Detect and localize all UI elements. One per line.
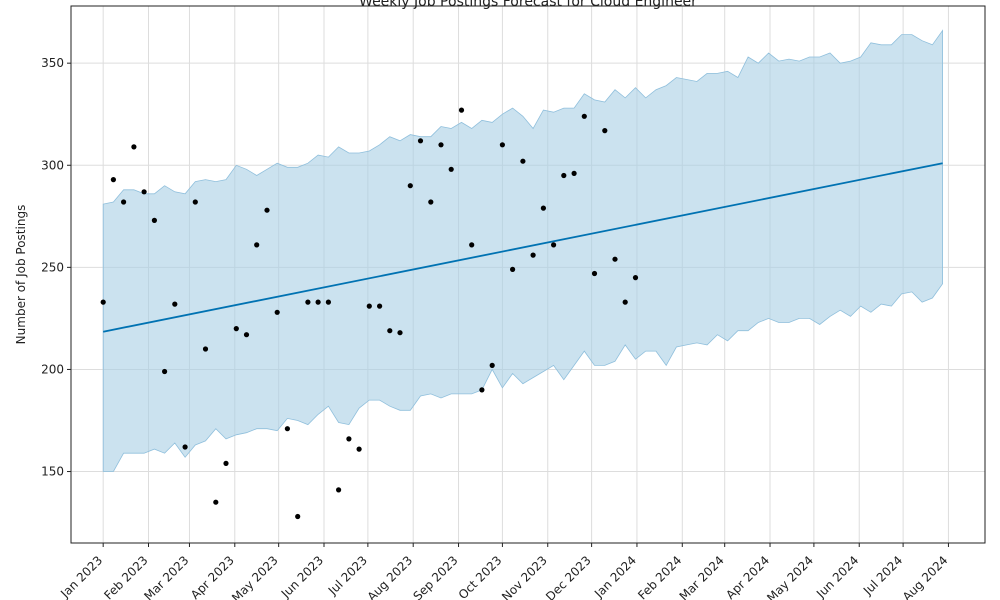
observed-point (295, 513, 301, 520)
observed-point (336, 487, 342, 493)
x-tick-label: May 2023 (229, 553, 281, 600)
observed-point (243, 332, 250, 338)
observed-point (397, 330, 403, 336)
x-tick-label: Jan 2024 (591, 553, 639, 600)
observed-point (172, 301, 178, 307)
x-tick-label: Aug 2023 (365, 553, 416, 600)
observed-point (551, 242, 557, 248)
observed-point (581, 113, 587, 119)
x-tick-label: Apr 2023 (188, 553, 237, 600)
observed-point (530, 252, 536, 258)
observed-point (233, 326, 239, 332)
observed-point (602, 128, 608, 134)
y-tick-label: 200 (41, 362, 64, 376)
observed-point (499, 142, 505, 148)
x-tick-label: Jun 2024 (813, 553, 861, 600)
y-tick-label: 250 (41, 260, 64, 274)
x-tick-label: Oct 2023 (456, 553, 505, 600)
x-tick-label: Nov 2023 (499, 553, 550, 600)
chart-title: Weekly Job Postings Forecast for Cloud E… (359, 0, 697, 10)
observed-point (254, 242, 260, 248)
observed-point (274, 309, 280, 315)
observed-point (264, 207, 270, 213)
observed-point (571, 170, 577, 176)
observed-point (141, 189, 147, 195)
observed-point (591, 270, 598, 277)
observed-point (458, 107, 465, 113)
observed-point (325, 299, 331, 305)
observed-point (151, 217, 157, 223)
observed-point (387, 328, 393, 334)
observed-point (417, 138, 424, 144)
observed-points-layer (100, 107, 639, 520)
observed-point (520, 158, 526, 164)
x-tick-label: May 2024 (764, 553, 816, 600)
observed-point (223, 460, 229, 466)
observed-point (356, 446, 362, 452)
observed-point (479, 387, 485, 393)
observed-point (100, 299, 106, 305)
observed-point (469, 242, 475, 248)
observed-point (407, 183, 413, 189)
observed-point (305, 299, 311, 305)
observed-point (561, 172, 567, 179)
forecast-line (103, 162, 943, 333)
x-tick-label: Mar 2024 (677, 553, 727, 600)
x-tick-label: Dec 2023 (543, 553, 594, 600)
observed-point (182, 444, 188, 450)
observed-point (540, 205, 547, 211)
x-tick-label: Jan 2023 (57, 553, 105, 600)
x-tick-label: Mar 2023 (141, 553, 191, 600)
confidence-band-layer (102, 29, 943, 472)
observed-point (284, 426, 290, 432)
y-axis: 150 200 250 300 350 (41, 56, 71, 479)
observed-point (213, 499, 219, 505)
observed-point (366, 303, 372, 309)
x-tick-label: Aug 2024 (900, 553, 951, 600)
observed-point (622, 299, 628, 305)
x-tick-label: Sep 2023 (410, 553, 460, 600)
y-tick-label: 150 (41, 465, 64, 479)
observed-point (428, 199, 434, 205)
observed-point (612, 256, 618, 262)
observed-point (121, 199, 127, 205)
observed-point (110, 177, 116, 183)
y-tick-label: 350 (41, 56, 64, 70)
x-tick-label: Jun 2023 (278, 553, 326, 600)
x-tick-label: Jul 2024 (860, 553, 905, 598)
observed-point (489, 362, 495, 368)
observed-point (438, 142, 444, 148)
observed-point (202, 346, 209, 352)
observed-point (346, 436, 352, 442)
confidence-band (102, 29, 943, 472)
x-tick-label: Jul 2023 (325, 553, 370, 598)
observed-point (315, 299, 321, 305)
observed-point (377, 303, 383, 309)
y-axis-title: Number of Job Postings (14, 205, 28, 345)
plot-frame (70, 5, 986, 544)
observed-point (448, 166, 454, 172)
observed-point (632, 275, 639, 281)
forecast-line-layer (103, 162, 943, 333)
x-tick-label: Apr 2024 (723, 553, 772, 600)
y-tick-label: 300 (41, 158, 64, 172)
observed-point (162, 368, 168, 375)
observed-point (509, 266, 516, 272)
observed-point (192, 199, 198, 205)
observed-point (131, 144, 137, 150)
